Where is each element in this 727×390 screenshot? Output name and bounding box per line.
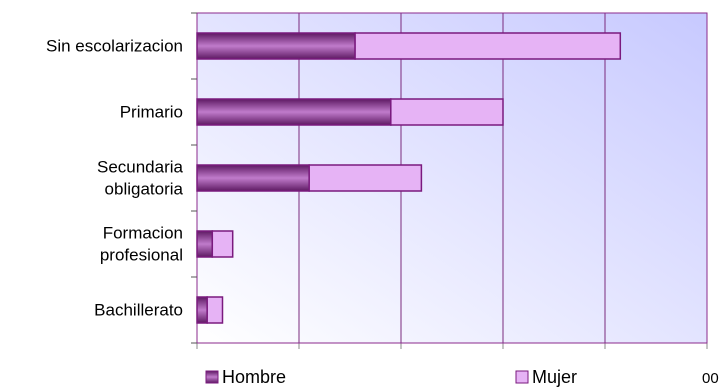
legend-label-mujer: Mujer bbox=[532, 367, 577, 387]
x-tick-label: 00 bbox=[702, 370, 719, 387]
legend-swatch-hombre bbox=[205, 370, 219, 384]
bar-hombre-0 bbox=[196, 32, 356, 60]
category-label: Secundaria bbox=[97, 158, 184, 177]
category-labels: Sin escolarizacion Primario Secundaria obli… bbox=[46, 37, 184, 320]
legend: Hombre Mujer bbox=[205, 367, 577, 387]
category-label: Primario bbox=[120, 103, 183, 122]
category-label: obligatoria bbox=[105, 180, 184, 199]
bars bbox=[196, 32, 622, 324]
bar-hombre-2 bbox=[196, 164, 310, 192]
bar-mujer-2 bbox=[308, 164, 423, 192]
bar-hombre-1 bbox=[196, 98, 392, 126]
category-label: Sin escolarizacion bbox=[46, 37, 183, 56]
bar-mujer-1 bbox=[390, 98, 504, 126]
bar-mujer-3 bbox=[211, 230, 234, 258]
category-label: Formacion bbox=[103, 224, 183, 243]
bar-mujer-4 bbox=[206, 296, 224, 324]
category-label: profesional bbox=[100, 246, 183, 265]
legend-label-hombre: Hombre bbox=[222, 367, 286, 387]
category-label: Bachillerato bbox=[94, 301, 183, 320]
bar-mujer-0 bbox=[354, 32, 622, 60]
bar-hombre-3 bbox=[196, 230, 214, 258]
bar-hombre-4 bbox=[196, 296, 208, 324]
legend-swatch-mujer bbox=[515, 370, 529, 384]
